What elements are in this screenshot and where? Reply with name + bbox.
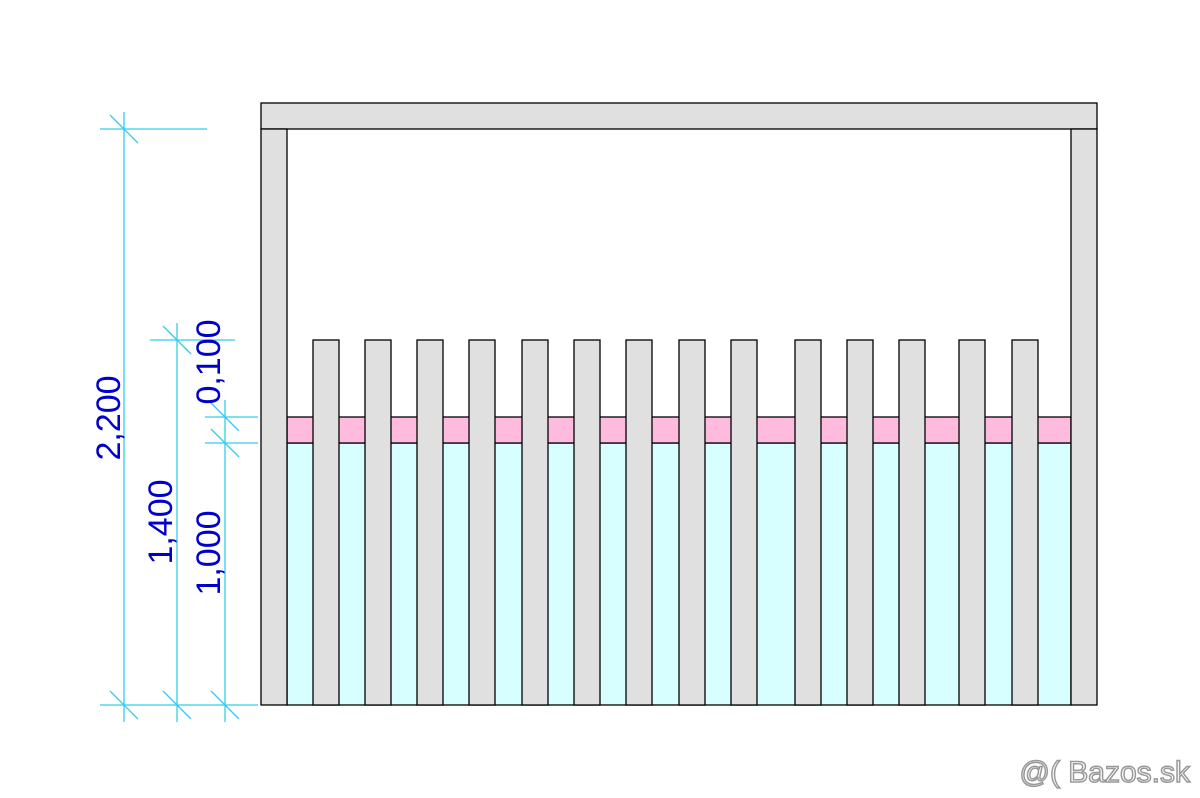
picket bbox=[468, 339, 496, 706]
picket bbox=[730, 339, 758, 706]
picket bbox=[794, 339, 822, 706]
picket bbox=[846, 339, 874, 706]
dimension-lines bbox=[100, 112, 258, 722]
left-post bbox=[260, 128, 288, 706]
dimension-label: 2,200 bbox=[90, 375, 128, 460]
picket bbox=[625, 339, 653, 706]
picket bbox=[312, 339, 340, 706]
pickets bbox=[312, 339, 1039, 706]
picket bbox=[364, 339, 392, 706]
dimension-label: 0,100 bbox=[190, 319, 228, 404]
top-beam bbox=[260, 102, 1098, 130]
picket bbox=[678, 339, 706, 706]
picket bbox=[1011, 339, 1039, 706]
dimension-label: 1,400 bbox=[142, 479, 180, 564]
picket bbox=[573, 339, 601, 706]
watermark: @( Bazos.sk bbox=[1020, 756, 1191, 789]
picket bbox=[521, 339, 549, 706]
right-post bbox=[1070, 128, 1098, 706]
dimension-label: 1,000 bbox=[190, 510, 228, 595]
picket bbox=[416, 339, 444, 706]
picket bbox=[958, 339, 986, 706]
picket bbox=[898, 339, 926, 706]
